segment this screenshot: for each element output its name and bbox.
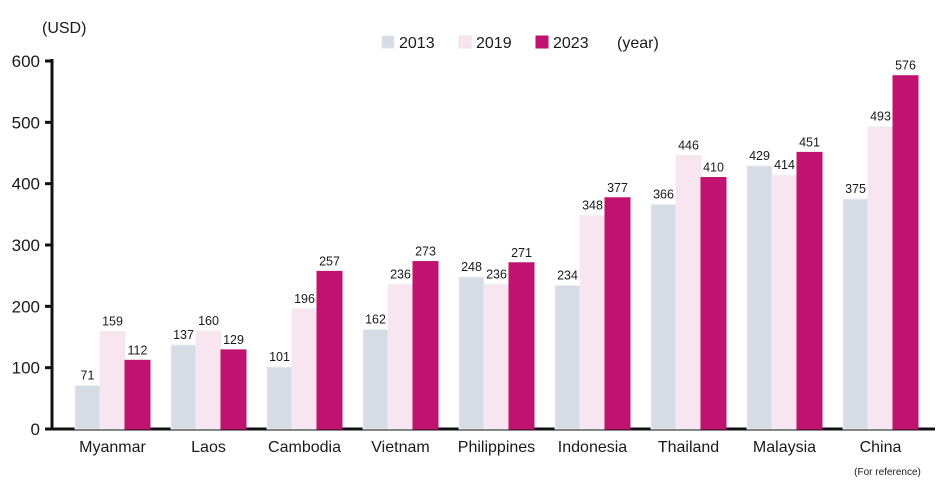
- data-label: 429: [749, 149, 770, 163]
- bar-2013-philippines: [458, 276, 485, 430]
- data-label: 71: [81, 368, 95, 382]
- x-tick-label: Myanmar: [79, 439, 146, 456]
- bar-2023-myanmar: [124, 359, 151, 430]
- data-label: 348: [582, 199, 603, 213]
- bar-2013-laos: [170, 344, 197, 430]
- bar-2019-vietnam: [387, 283, 414, 430]
- data-label: 375: [845, 182, 866, 196]
- data-label: 162: [365, 313, 386, 327]
- data-label: 159: [102, 314, 123, 328]
- y-tick-label: 600: [12, 52, 40, 71]
- data-label: 377: [607, 181, 628, 195]
- bar-2019-myanmar: [99, 330, 126, 430]
- x-tick-label: Vietnam: [371, 439, 429, 456]
- bar-2013-thailand: [650, 204, 677, 430]
- bar-2013-china: [842, 198, 869, 430]
- bar-2013-cambodia: [266, 366, 293, 430]
- data-label: 273: [415, 245, 436, 259]
- bar-2013-myanmar: [74, 384, 101, 430]
- bar-2023-malaysia: [796, 151, 823, 430]
- x-tick-note: (For reference): [854, 467, 921, 478]
- data-label: 160: [198, 314, 219, 328]
- x-tick-label: China: [860, 439, 902, 456]
- bar-2023-thailand: [700, 177, 727, 430]
- legend-swatch-2019: [458, 35, 472, 49]
- bar-2023-philippines: [508, 262, 535, 430]
- data-label: 234: [557, 268, 578, 282]
- data-label: 446: [678, 138, 699, 152]
- x-tick-label: Cambodia: [268, 439, 341, 456]
- data-label: 366: [653, 188, 674, 202]
- legend-label: 2019: [476, 35, 512, 52]
- legend: 2013 2019 2023 (year): [381, 35, 659, 52]
- data-label: 196: [294, 292, 315, 306]
- legend-swatch-2013: [381, 35, 395, 49]
- data-label: 101: [269, 350, 290, 364]
- bar-2013-indonesia: [554, 284, 581, 430]
- legend-swatch-2023: [535, 35, 549, 49]
- x-tick-label: Malaysia: [753, 439, 816, 456]
- bar-2019-cambodia: [291, 308, 318, 430]
- data-label: 493: [870, 110, 891, 124]
- y-tick-label: 300: [12, 236, 40, 255]
- data-label: 576: [895, 59, 916, 73]
- bar-2023-cambodia: [316, 270, 343, 430]
- bar-2019-philippines: [483, 283, 510, 430]
- data-label: 236: [390, 267, 411, 281]
- bar-2019-indonesia: [579, 215, 606, 430]
- y-tick-label: 0: [31, 420, 40, 439]
- bar-2019-malaysia: [771, 174, 798, 430]
- x-tick-label: Philippines: [458, 439, 535, 456]
- data-label: 257: [319, 254, 340, 268]
- bar-2019-china: [867, 126, 894, 430]
- data-label: 410: [703, 161, 724, 175]
- y-tick-label: 100: [12, 359, 40, 378]
- x-tick-label: Indonesia: [558, 439, 627, 456]
- y-axis-label: (USD): [42, 20, 86, 37]
- data-label: 129: [223, 333, 244, 347]
- bar-2023-vietnam: [412, 261, 439, 430]
- legend-label: 2023: [553, 35, 589, 52]
- data-label: 236: [486, 267, 507, 281]
- data-label: 451: [799, 135, 820, 149]
- y-tick-label: 500: [12, 113, 40, 132]
- data-label: 271: [511, 246, 532, 260]
- bar-2023-laos: [220, 349, 247, 430]
- data-label: 112: [128, 343, 148, 357]
- bar-2013-vietnam: [362, 329, 389, 430]
- legend-label: 2013: [399, 35, 435, 52]
- bar-2023-indonesia: [604, 197, 631, 430]
- x-tick-label: Laos: [191, 439, 226, 456]
- data-label: 137: [173, 328, 194, 342]
- data-label: 248: [461, 260, 482, 274]
- x-tick-label: Thailand: [658, 439, 719, 456]
- bar-2023-china: [892, 75, 919, 430]
- bar-2013-malaysia: [746, 165, 773, 430]
- bar-2019-laos: [195, 330, 222, 430]
- data-label: 414: [774, 158, 795, 172]
- bar-2019-thailand: [675, 154, 702, 430]
- y-tick-label: 400: [12, 175, 40, 194]
- y-tick-label: 200: [12, 297, 40, 316]
- legend-unit: (year): [617, 35, 659, 52]
